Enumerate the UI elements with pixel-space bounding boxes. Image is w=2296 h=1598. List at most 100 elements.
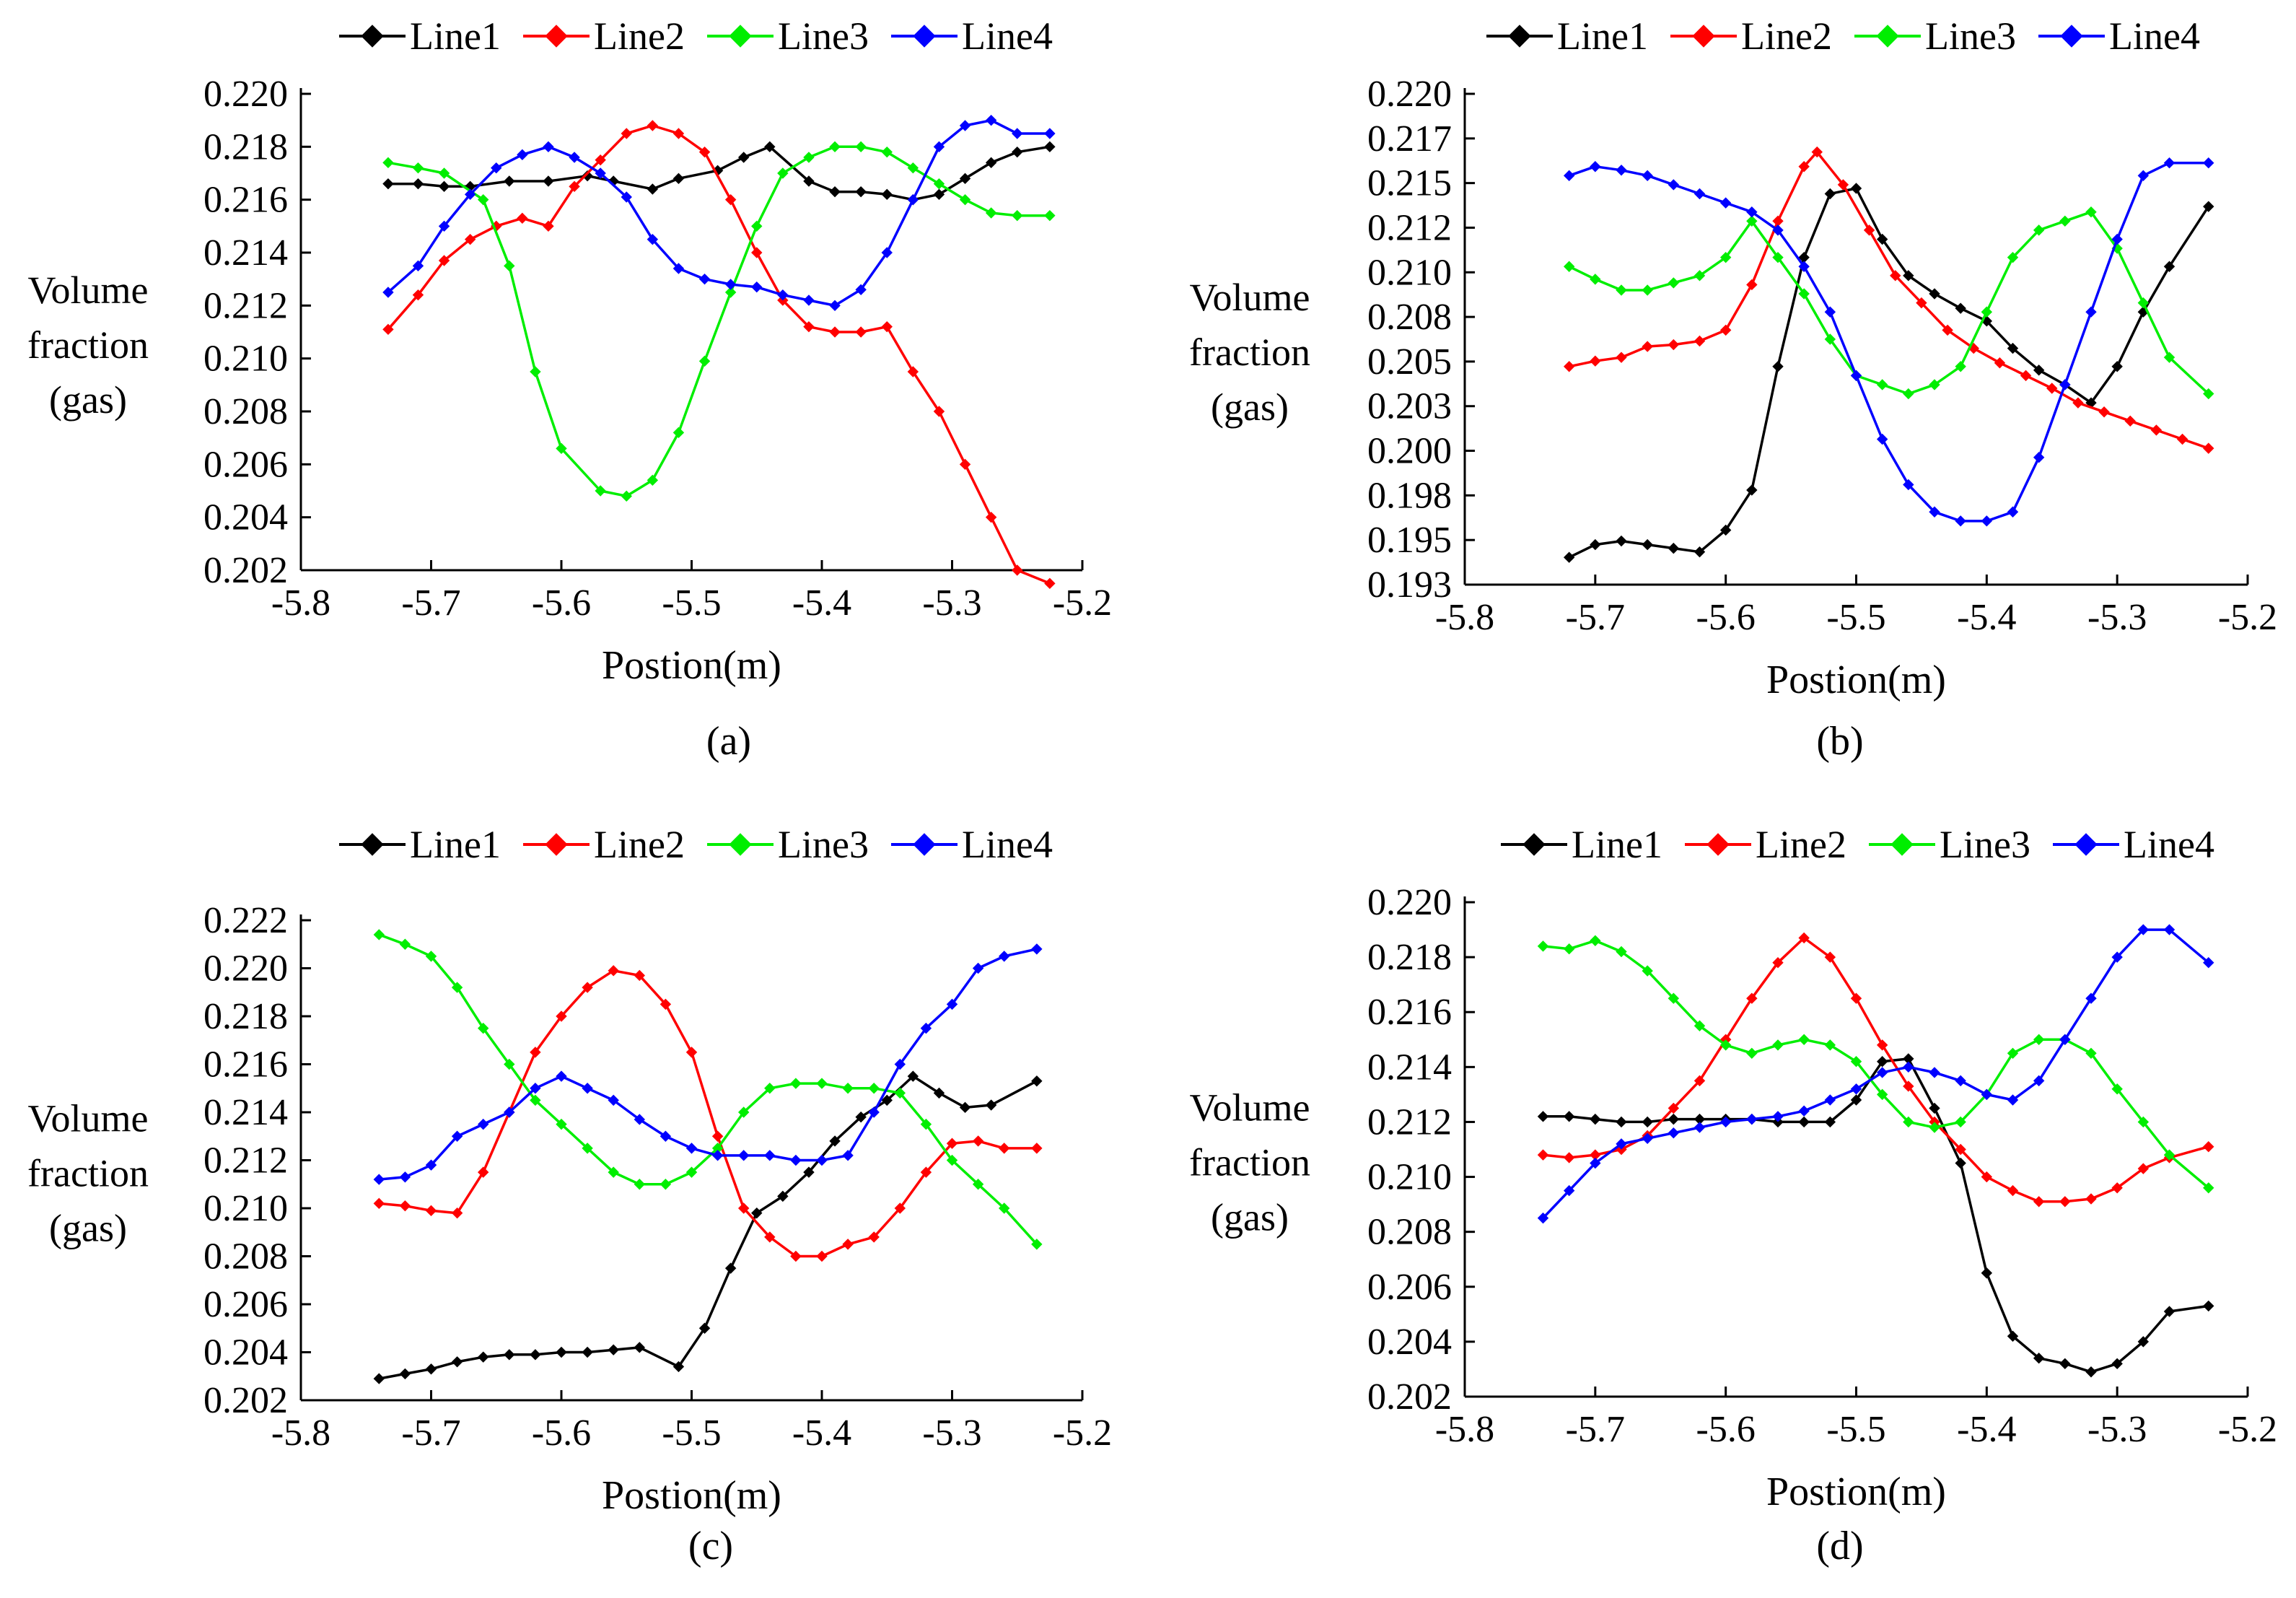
data-point (2150, 424, 2163, 436)
data-point (517, 149, 528, 161)
data-point (737, 152, 750, 163)
legend-label-line1: Line1 (1557, 14, 1648, 58)
data-point (2203, 388, 2214, 400)
series-line3 (373, 929, 1043, 1250)
series-line4 (1563, 157, 2214, 527)
data-point (855, 141, 867, 153)
data-point (751, 281, 763, 293)
data-point (2203, 201, 2214, 212)
data-point (2176, 433, 2188, 445)
data-point (2137, 170, 2150, 182)
data-point (464, 233, 476, 245)
data-point (1772, 1039, 1784, 1051)
x-axis-label: Postion(m) (1766, 658, 1946, 702)
data-point (855, 326, 867, 338)
legend-marker-line2 (1692, 25, 1715, 48)
data-point (1668, 992, 1680, 1004)
legend-marker-line1 (1508, 25, 1531, 48)
x-tick-label: -5.4 (792, 582, 851, 624)
y-tick-label: 0.215 (1367, 163, 1452, 204)
data-point (373, 929, 385, 940)
x-tick-label: -5.8 (271, 582, 330, 624)
data-point (1616, 1138, 1627, 1150)
y-tick-label: 0.208 (1367, 297, 1452, 338)
data-point (1693, 1020, 1706, 1031)
data-point (1044, 128, 1056, 139)
data-point (1563, 943, 1575, 955)
data-point (672, 1361, 685, 1373)
x-tick-label: -5.2 (1053, 1413, 1112, 1454)
data-point (1668, 1113, 1680, 1125)
panel-label: (d) (1816, 1524, 1863, 1568)
y-tick-label: 0.206 (203, 1284, 288, 1325)
data-point (1044, 209, 1056, 222)
y-tick-label: 0.195 (1367, 520, 1452, 561)
data-point (2007, 251, 2019, 263)
data-point (829, 326, 841, 338)
data-point (959, 1101, 971, 1114)
series-line3 (382, 141, 1056, 502)
data-point (959, 458, 971, 471)
legend-label-line3: Line3 (778, 823, 869, 866)
data-point (920, 1166, 932, 1178)
y-tick-label: 0.204 (203, 1332, 288, 1374)
series-line-line4 (1542, 928, 2209, 1219)
data-point (1693, 270, 1706, 281)
y-tick-label: 0.212 (1367, 207, 1452, 248)
data-point (2111, 1083, 2123, 1095)
data-point (1590, 161, 1601, 173)
data-point (764, 1231, 776, 1243)
data-point (399, 1171, 411, 1183)
data-point (1563, 1111, 1575, 1122)
y-axis-label-line: fraction (27, 323, 149, 367)
data-point (1798, 1105, 1810, 1117)
data-point (803, 152, 815, 163)
series-line-line4 (1569, 161, 2209, 523)
data-point (1746, 1047, 1758, 1060)
data-point (972, 962, 984, 974)
data-point (1537, 1212, 1549, 1224)
legend: Line1 Line2 Line3 Line4 (1486, 14, 2200, 58)
x-tick-label: -5.6 (1696, 597, 1756, 638)
data-point (803, 320, 815, 333)
y-tick-label: 0.220 (203, 948, 288, 990)
y-tick-label: 0.212 (203, 1140, 288, 1182)
data-point (2007, 1330, 2019, 1342)
y-tick-label: 0.214 (203, 232, 288, 274)
data-point (1929, 1067, 1940, 1078)
data-point (530, 1349, 541, 1361)
data-point (634, 1179, 646, 1190)
y-axis-label-line: Volume (27, 1097, 148, 1140)
series-line-line4 (379, 948, 1038, 1181)
data-point (737, 1202, 750, 1214)
data-point (425, 1205, 437, 1217)
data-point (1563, 1184, 1575, 1197)
data-point (2059, 379, 2071, 390)
data-point (1824, 951, 1836, 963)
y-axis-label-line: fraction (1189, 331, 1310, 374)
data-point (382, 287, 394, 298)
data-point (1955, 1157, 1966, 1169)
data-point (1031, 1143, 1043, 1154)
data-point (1616, 165, 1627, 176)
data-point (1798, 1034, 1810, 1045)
legend-marker-line3 (729, 25, 752, 48)
data-point (2111, 951, 2123, 963)
data-point (2085, 992, 2097, 1004)
data-point (1955, 302, 1966, 314)
data-point (959, 193, 971, 206)
series-line2 (1537, 932, 2214, 1208)
x-tick-label: -5.5 (662, 582, 721, 624)
data-point (1981, 1088, 1993, 1101)
data-point (373, 1197, 385, 1210)
data-point (985, 1099, 997, 1111)
data-point (1850, 370, 1862, 382)
y-tick-label: 0.200 (1367, 431, 1452, 472)
data-point (2085, 1047, 2097, 1060)
data-point (1876, 1039, 1888, 1051)
data-point (764, 1083, 776, 1094)
y-axis-label-line: Volume (27, 268, 148, 312)
data-point (517, 212, 528, 224)
series-line-line3 (1543, 939, 2209, 1189)
data-point (1824, 306, 1836, 318)
